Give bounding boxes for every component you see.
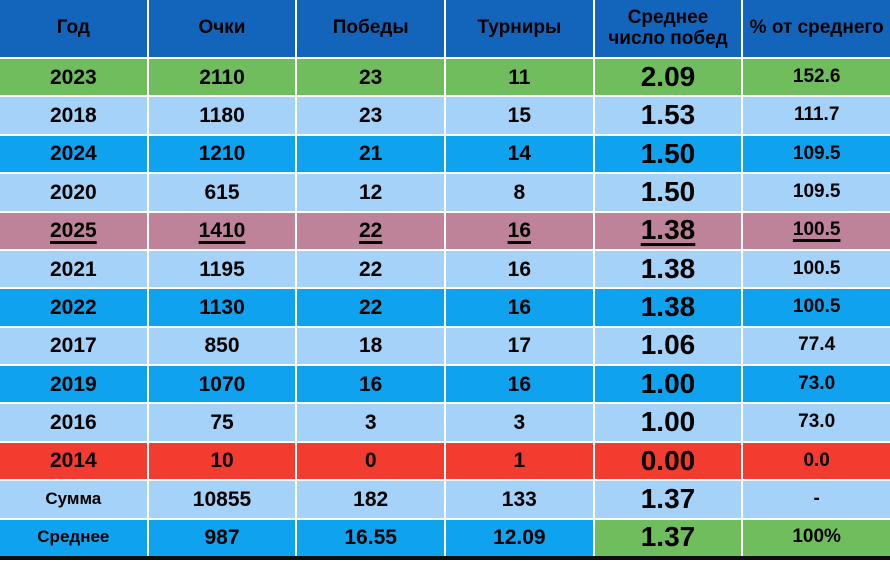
value-cell: 3 [446,404,593,441]
value-cell: 100% [743,519,890,556]
value-cell: 1.37 [594,519,742,556]
value-cell: 2.09 [594,59,742,96]
value-cell: 109.5 [743,135,890,173]
value-cell: 16 [446,289,593,326]
value-cell: 1.37 [594,481,742,518]
value-cell: 100.5 [743,212,890,249]
value-cell: 0.00 [594,442,742,480]
value-cell: 100.5 [743,250,890,288]
value-cell: 16 [297,366,444,403]
value-cell: 0 [297,442,444,480]
row-label-cell: 2017 [0,327,147,365]
value-cell: 111.7 [743,97,890,134]
value-cell: 11 [446,59,593,96]
value-cell: 16 [446,366,593,403]
value-cell: 1 [446,442,593,480]
header-cell: Победы [297,0,444,57]
value-cell: 2110 [148,59,296,96]
value-cell: 18 [297,327,444,365]
value-cell: 73.0 [743,404,890,441]
value-cell: 1.06 [594,327,742,365]
row-label-cell: 2019 [0,366,147,403]
row-label-cell: 2021 [0,250,147,288]
row-label-cell: 2014 [0,442,147,480]
row-label-cell: 2018 [0,97,147,134]
value-cell: 109.5 [743,174,890,211]
value-cell: 1.50 [594,135,742,173]
value-cell: 1180 [148,97,296,134]
value-cell: 22 [297,289,444,326]
header-cell: Среднее число побед [594,0,742,57]
header-cell: Год [0,0,147,57]
row-label-cell: Среднее [0,519,147,556]
value-cell: 77.4 [743,327,890,365]
value-cell: 17 [446,327,593,365]
value-cell: 8 [446,174,593,211]
value-cell: 152.6 [743,59,890,96]
row-label-cell: 2023 [0,59,147,96]
value-cell: 22 [297,212,444,249]
value-cell: 12.09 [446,519,593,556]
value-cell: 1.50 [594,174,742,211]
value-cell: 21 [297,135,444,173]
header-cell: Очки [148,0,296,57]
value-cell: 3 [297,404,444,441]
value-cell: 1.38 [594,212,742,249]
row-label-cell: 2024 [0,135,147,173]
row-label-cell: 2025 [0,212,147,249]
value-cell: 12 [297,174,444,211]
value-cell: 23 [297,59,444,96]
value-cell: 15 [446,97,593,134]
value-cell: 1.38 [594,289,742,326]
value-cell: 0.0 [743,442,890,480]
value-cell: 615 [148,174,296,211]
value-cell: 987 [148,519,296,556]
value-cell: 1.00 [594,404,742,441]
value-cell: 14 [446,135,593,173]
value-cell: 16 [446,212,593,249]
header-cell: % от среднего [743,0,890,57]
value-cell: 1410 [148,212,296,249]
bottom-bar [0,556,890,560]
value-cell: 75 [148,404,296,441]
value-cell: 73.0 [743,366,890,403]
row-label-cell: 2022 [0,289,147,326]
value-cell: 1210 [148,135,296,173]
value-cell: 182 [297,481,444,518]
value-cell: 1070 [148,366,296,403]
value-cell: 1130 [148,289,296,326]
value-cell: 1195 [148,250,296,288]
value-cell: - [743,481,890,518]
value-cell: 1.00 [594,366,742,403]
value-cell: 23 [297,97,444,134]
value-cell: 10855 [148,481,296,518]
value-cell: 16.55 [297,519,444,556]
row-label-cell: 2016 [0,404,147,441]
row-label-cell: Сумма [0,481,147,518]
value-cell: 100.5 [743,289,890,326]
value-cell: 1.38 [594,250,742,288]
row-label-cell: 2020 [0,174,147,211]
value-cell: 850 [148,327,296,365]
header-cell: Турниры [446,0,593,57]
value-cell: 133 [446,481,593,518]
value-cell: 16 [446,250,593,288]
value-cell: 1.53 [594,97,742,134]
value-cell: 10 [148,442,296,480]
value-cell: 22 [297,250,444,288]
